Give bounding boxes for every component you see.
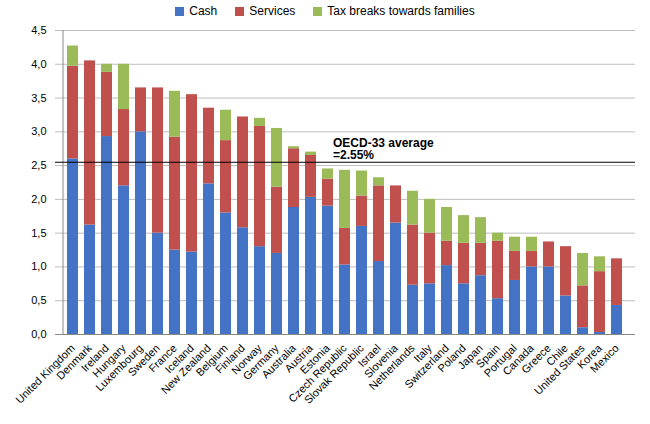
svg-text:Japan: Japan [455,341,485,372]
svg-text:United States: United States [532,341,588,397]
svg-text:Iceland: Iceland [162,341,196,376]
svg-text:Finland: Finland [212,341,247,376]
html-text:Tax breaks towards families: Tax breaks towards families [327,4,475,18]
svg-text:Luxembourg: Luxembourg [93,341,145,394]
svg-text:Canada: Canada [500,341,536,378]
svg-text:Greece: Greece [518,341,553,376]
html-text:Cash: Cash [189,4,218,18]
svg-text:Czech Republic: Czech Republic [285,341,349,405]
svg-text:New Zealand: New Zealand [158,341,213,397]
svg-text:Austria: Austria [282,341,315,375]
svg-text:Korea: Korea [574,341,604,371]
svg-text:Belgium: Belgium [193,341,230,379]
svg-text:Italy: Italy [411,341,434,365]
svg-text:Switzerland: Switzerland [402,341,451,391]
svg-text:Netherlands: Netherlands [366,341,417,393]
svg-text:Estonia: Estonia [297,341,332,377]
svg-text:Chile: Chile [543,341,570,368]
svg-text:Germany: Germany [240,341,281,383]
svg-text:Hungary: Hungary [90,341,128,380]
svg-text:3,5: 3,5 [31,92,46,104]
svg-text:Slovenia: Slovenia [361,341,400,381]
svg-text:Sweden: Sweden [125,341,162,379]
svg-text:2,0: 2,0 [31,193,46,205]
svg-text:Denmark: Denmark [53,341,94,382]
svg-text:Spain: Spain [473,341,502,371]
svg-text:Poland: Poland [435,341,468,375]
svg-text:0,5: 0,5 [31,294,46,306]
svg-text:Portugal: Portugal [481,341,519,380]
svg-text:OECD-33 average=2.55%: OECD-33 average=2.55% [333,136,434,162]
svg-text:Mexico: Mexico [588,342,621,375]
html-text:Services: Services [249,4,296,18]
svg-text:France: France [146,341,179,375]
svg-text:1,0: 1,0 [31,260,46,272]
svg-text:Israel: Israel [355,341,383,370]
svg-text:3,0: 3,0 [31,125,46,137]
svg-text:Ireland: Ireland [78,341,111,374]
svg-text:2,5: 2,5 [31,159,46,171]
svg-text:4,5: 4,5 [31,24,46,36]
svg-text:4,0: 4,0 [31,58,46,70]
svg-text:United Kingdom: United Kingdom [13,341,77,406]
svg-text:Norway: Norway [229,341,264,377]
svg-text:1,5: 1,5 [31,227,46,239]
svg-text:Australia: Australia [259,341,298,381]
svg-text:0,0: 0,0 [31,328,46,340]
svg-text:Slovak Republic: Slovak Republic [302,341,367,406]
